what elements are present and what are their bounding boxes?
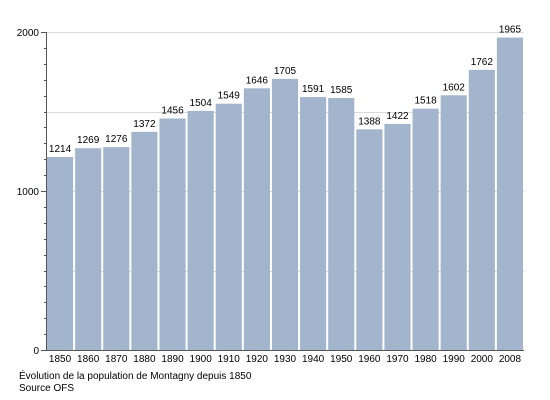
x-tick-label-1880: 1880: [133, 354, 156, 365]
x-tick-label-1870: 1870: [105, 354, 128, 365]
bar-1920: [243, 88, 270, 350]
bar-1850: [47, 156, 74, 350]
caption-source: Source OFS: [19, 383, 75, 394]
bar-1970: [384, 123, 411, 350]
bar-1960: [356, 129, 383, 350]
bar-1860: [75, 148, 102, 350]
bar-1950: [328, 97, 355, 350]
bar-1990: [440, 95, 467, 350]
x-tick-label-1890: 1890: [161, 354, 184, 365]
x-tick-label-1930: 1930: [274, 354, 297, 365]
data-label-1980: 1518: [414, 96, 437, 107]
data-label-1890: 1456: [161, 105, 184, 116]
data-label-1860: 1269: [77, 135, 100, 146]
data-label-1990: 1602: [443, 82, 466, 93]
x-tick-label-1860: 1860: [77, 354, 100, 365]
caption-title: Évolution de la population de Montagny d…: [19, 371, 252, 382]
x-tick-label-1910: 1910: [218, 354, 241, 365]
data-label-1930: 1705: [274, 66, 297, 77]
x-tick-label-2000: 2000: [471, 354, 494, 365]
bar-2000: [468, 69, 495, 350]
data-label-1950: 1585: [330, 85, 353, 96]
x-tick-label-1990: 1990: [443, 354, 466, 365]
x-tick-label-1900: 1900: [190, 354, 213, 365]
data-label-1910: 1549: [218, 91, 241, 102]
data-label-1880: 1372: [133, 119, 156, 130]
data-label-1850: 1214: [49, 144, 72, 155]
data-label-1900: 1504: [190, 98, 213, 109]
data-label-1920: 1646: [246, 75, 269, 86]
x-tick-label-1950: 1950: [330, 354, 353, 365]
axes: 0 1000 2000: [17, 28, 524, 357]
x-tick-label-1980: 1980: [414, 354, 437, 365]
bar-1910: [215, 103, 242, 350]
bar-1900: [187, 110, 214, 350]
data-label-2008: 1965: [499, 25, 522, 36]
data-label-1970: 1422: [386, 111, 409, 122]
data-label-1960: 1388: [358, 116, 381, 127]
bar-1980: [412, 108, 439, 350]
bar-1870: [103, 147, 130, 350]
y-tick-label-1000: 1000: [17, 187, 40, 198]
x-tick-label-1970: 1970: [386, 354, 409, 365]
bar-1930: [271, 78, 299, 350]
x-tick-label-1960: 1960: [358, 354, 381, 365]
chart-caption: Évolution de la population de Montagny d…: [19, 371, 251, 395]
bar-1890: [159, 118, 186, 350]
data-label-1940: 1591: [302, 84, 325, 95]
y-tick-label-2000: 2000: [17, 28, 40, 39]
data-label-1870: 1276: [105, 134, 128, 145]
bar-1880: [131, 131, 158, 350]
y-tick-label-0: 0: [33, 346, 39, 357]
data-labels: 1214 1850 1269 1860 1276 1870 1372 1880 1456 1890…: [49, 25, 522, 365]
bar-1940: [300, 97, 327, 350]
bars: [47, 37, 523, 350]
x-tick-label-1920: 1920: [246, 354, 269, 365]
x-tick-label-1940: 1940: [302, 354, 325, 365]
bar-2008: [496, 37, 523, 350]
data-label-2000: 1762: [471, 57, 494, 68]
x-tick-label-2008: 2008: [499, 354, 522, 365]
x-tick-label-1850: 1850: [49, 354, 72, 365]
